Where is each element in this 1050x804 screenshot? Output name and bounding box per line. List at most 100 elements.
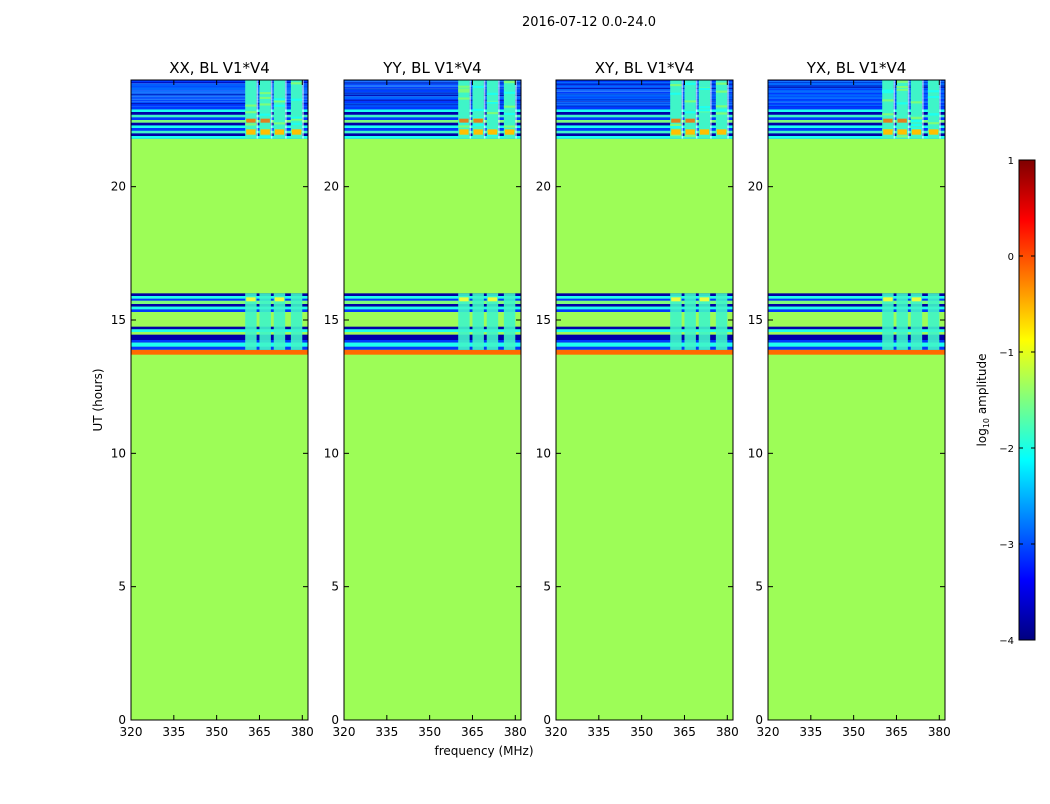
rfi-yellow-patch (911, 297, 922, 302)
stripe-band (131, 133, 308, 136)
mid-stripe (131, 309, 308, 312)
colorbar-tick-label: −1 (999, 348, 1014, 359)
rfi-speckle (259, 103, 271, 106)
noise-row (131, 90, 308, 92)
stripe-band (768, 136, 945, 139)
rfi-column-mid (715, 293, 728, 350)
panel-background (768, 80, 945, 720)
noise-row (556, 82, 733, 84)
rfi-gap (498, 80, 500, 139)
rfi-speckle (684, 134, 696, 137)
y-tick-label: 5 (543, 580, 551, 594)
rfi-gap (907, 80, 910, 139)
colorbar-tick-label: 1 (1008, 156, 1014, 167)
rfi-speckle (259, 96, 271, 99)
rfi-gap (727, 80, 729, 139)
noise-row (556, 87, 733, 89)
rfi-speckle (458, 88, 470, 91)
rfi-column-mid (486, 293, 499, 350)
x-tick-label: 320 (333, 725, 356, 739)
y-tick-label: 5 (755, 580, 763, 594)
mid-stripe (768, 293, 945, 296)
noise-row (768, 98, 945, 100)
rfi-speckle (910, 101, 923, 104)
mid-stripe (131, 306, 308, 310)
rfi-speckle (486, 101, 499, 104)
colorbar-gradient (1018, 159, 1036, 641)
mid-stripe (131, 326, 308, 330)
rfi-speckle (670, 84, 682, 87)
mid-stripe (344, 304, 521, 307)
y-tick-label: 10 (324, 446, 339, 460)
rfi-speckle (273, 122, 286, 125)
rfi-column-mid (503, 293, 516, 350)
mid-stripe (768, 342, 945, 347)
x-tick-label: 320 (757, 725, 780, 739)
rfi-column-mid (896, 293, 908, 350)
rfi-column-mid (472, 293, 484, 350)
mid-stripe (131, 293, 308, 296)
rfi-speckle (715, 105, 728, 108)
x-tick-label: 350 (842, 725, 865, 739)
noise-row (768, 94, 945, 96)
rfi-speckle (458, 90, 470, 93)
rfi-column-mid (259, 293, 271, 350)
rfi-speckle (259, 136, 271, 139)
x-tick-label: 365 (673, 725, 696, 739)
rfi-column-top (259, 80, 271, 139)
noise-row (344, 103, 521, 105)
rfi-speckle (896, 102, 908, 105)
noise-row (768, 84, 945, 86)
mid-stripe (131, 346, 308, 350)
y-tick-label: 20 (748, 180, 763, 194)
stripe-band (556, 125, 733, 128)
rfi-warm-patch (487, 129, 498, 135)
noise-row (131, 91, 308, 93)
mid-stripe (131, 329, 308, 332)
stripe-band (344, 136, 521, 139)
rfi-speckle (896, 85, 908, 89)
rfi-speckle (698, 87, 711, 90)
noise-row (768, 101, 945, 103)
x-tick-label: 335 (162, 725, 185, 739)
rfi-speckle (882, 113, 894, 116)
noise-row (131, 93, 308, 95)
stripe-band (131, 122, 308, 126)
noise-row (344, 94, 521, 96)
rfi-speckle (503, 125, 516, 128)
rfi-speckle (927, 113, 940, 116)
x-tick-label: 380 (716, 725, 739, 739)
y-tick-label: 0 (118, 713, 126, 727)
rfi-warm-patch (504, 129, 515, 135)
rfi-warm-patch (883, 129, 893, 135)
rfi-speckle (503, 105, 516, 108)
noise-row (131, 82, 308, 84)
rfi-hot-patch (459, 118, 469, 123)
noise-row (768, 86, 945, 88)
stripe-band (344, 117, 521, 120)
x-tick-label: 380 (928, 725, 951, 739)
mid-stripe (556, 309, 733, 312)
stripe-band (131, 109, 308, 112)
stripe-band (344, 128, 521, 131)
noise-row (131, 95, 308, 97)
rfi-speckle (896, 88, 908, 91)
mid-stripe (768, 309, 945, 312)
noise-row (131, 96, 308, 98)
stripe-band (131, 106, 308, 110)
x-tick-label: 335 (375, 725, 398, 739)
rfi-column-top (910, 80, 923, 139)
panel-0: XX, BL V1*V4 320 335 350 365 380 0 5 10 15 20 (111, 59, 314, 739)
rfi-column-mid (458, 293, 470, 350)
mid-stripe (131, 300, 308, 304)
stripe-band (556, 136, 733, 139)
rfi-yellow-patch (883, 297, 893, 302)
noise-row (768, 89, 945, 91)
mid-stripe (556, 326, 733, 330)
y-tick-label: 20 (111, 180, 126, 194)
panel-3: YX, BL V1*V4 320 335 350 365 380 0 5 10 15 20 (748, 59, 951, 739)
noise-row (344, 95, 521, 97)
mid-stripe (344, 342, 521, 347)
rfi-gap (469, 80, 472, 139)
noise-row (344, 81, 521, 83)
